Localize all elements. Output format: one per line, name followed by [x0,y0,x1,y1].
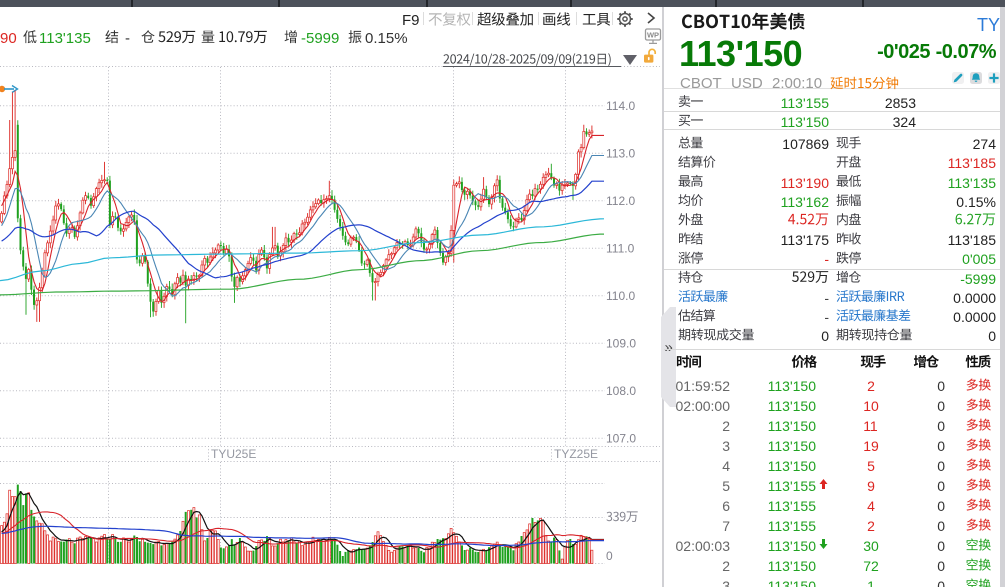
svg-text:TYU25E: TYU25E [211,447,256,461]
svg-text:114.0: 114.0 [606,99,635,113]
svg-text:WP: WP [647,31,659,40]
svg-text:109.0: 109.0 [606,337,636,351]
svg-text:112.0: 112.0 [606,194,635,208]
svg-text:111.0: 111.0 [606,242,635,256]
svg-text:108.0: 108.0 [606,384,636,398]
svg-text:110.0: 110.0 [606,289,635,303]
svg-text:0: 0 [606,549,613,563]
svg-text:TYZ25E: TYZ25E [554,447,598,461]
svg-text:107.0: 107.0 [606,432,636,446]
svg-text:113.0: 113.0 [606,147,635,161]
